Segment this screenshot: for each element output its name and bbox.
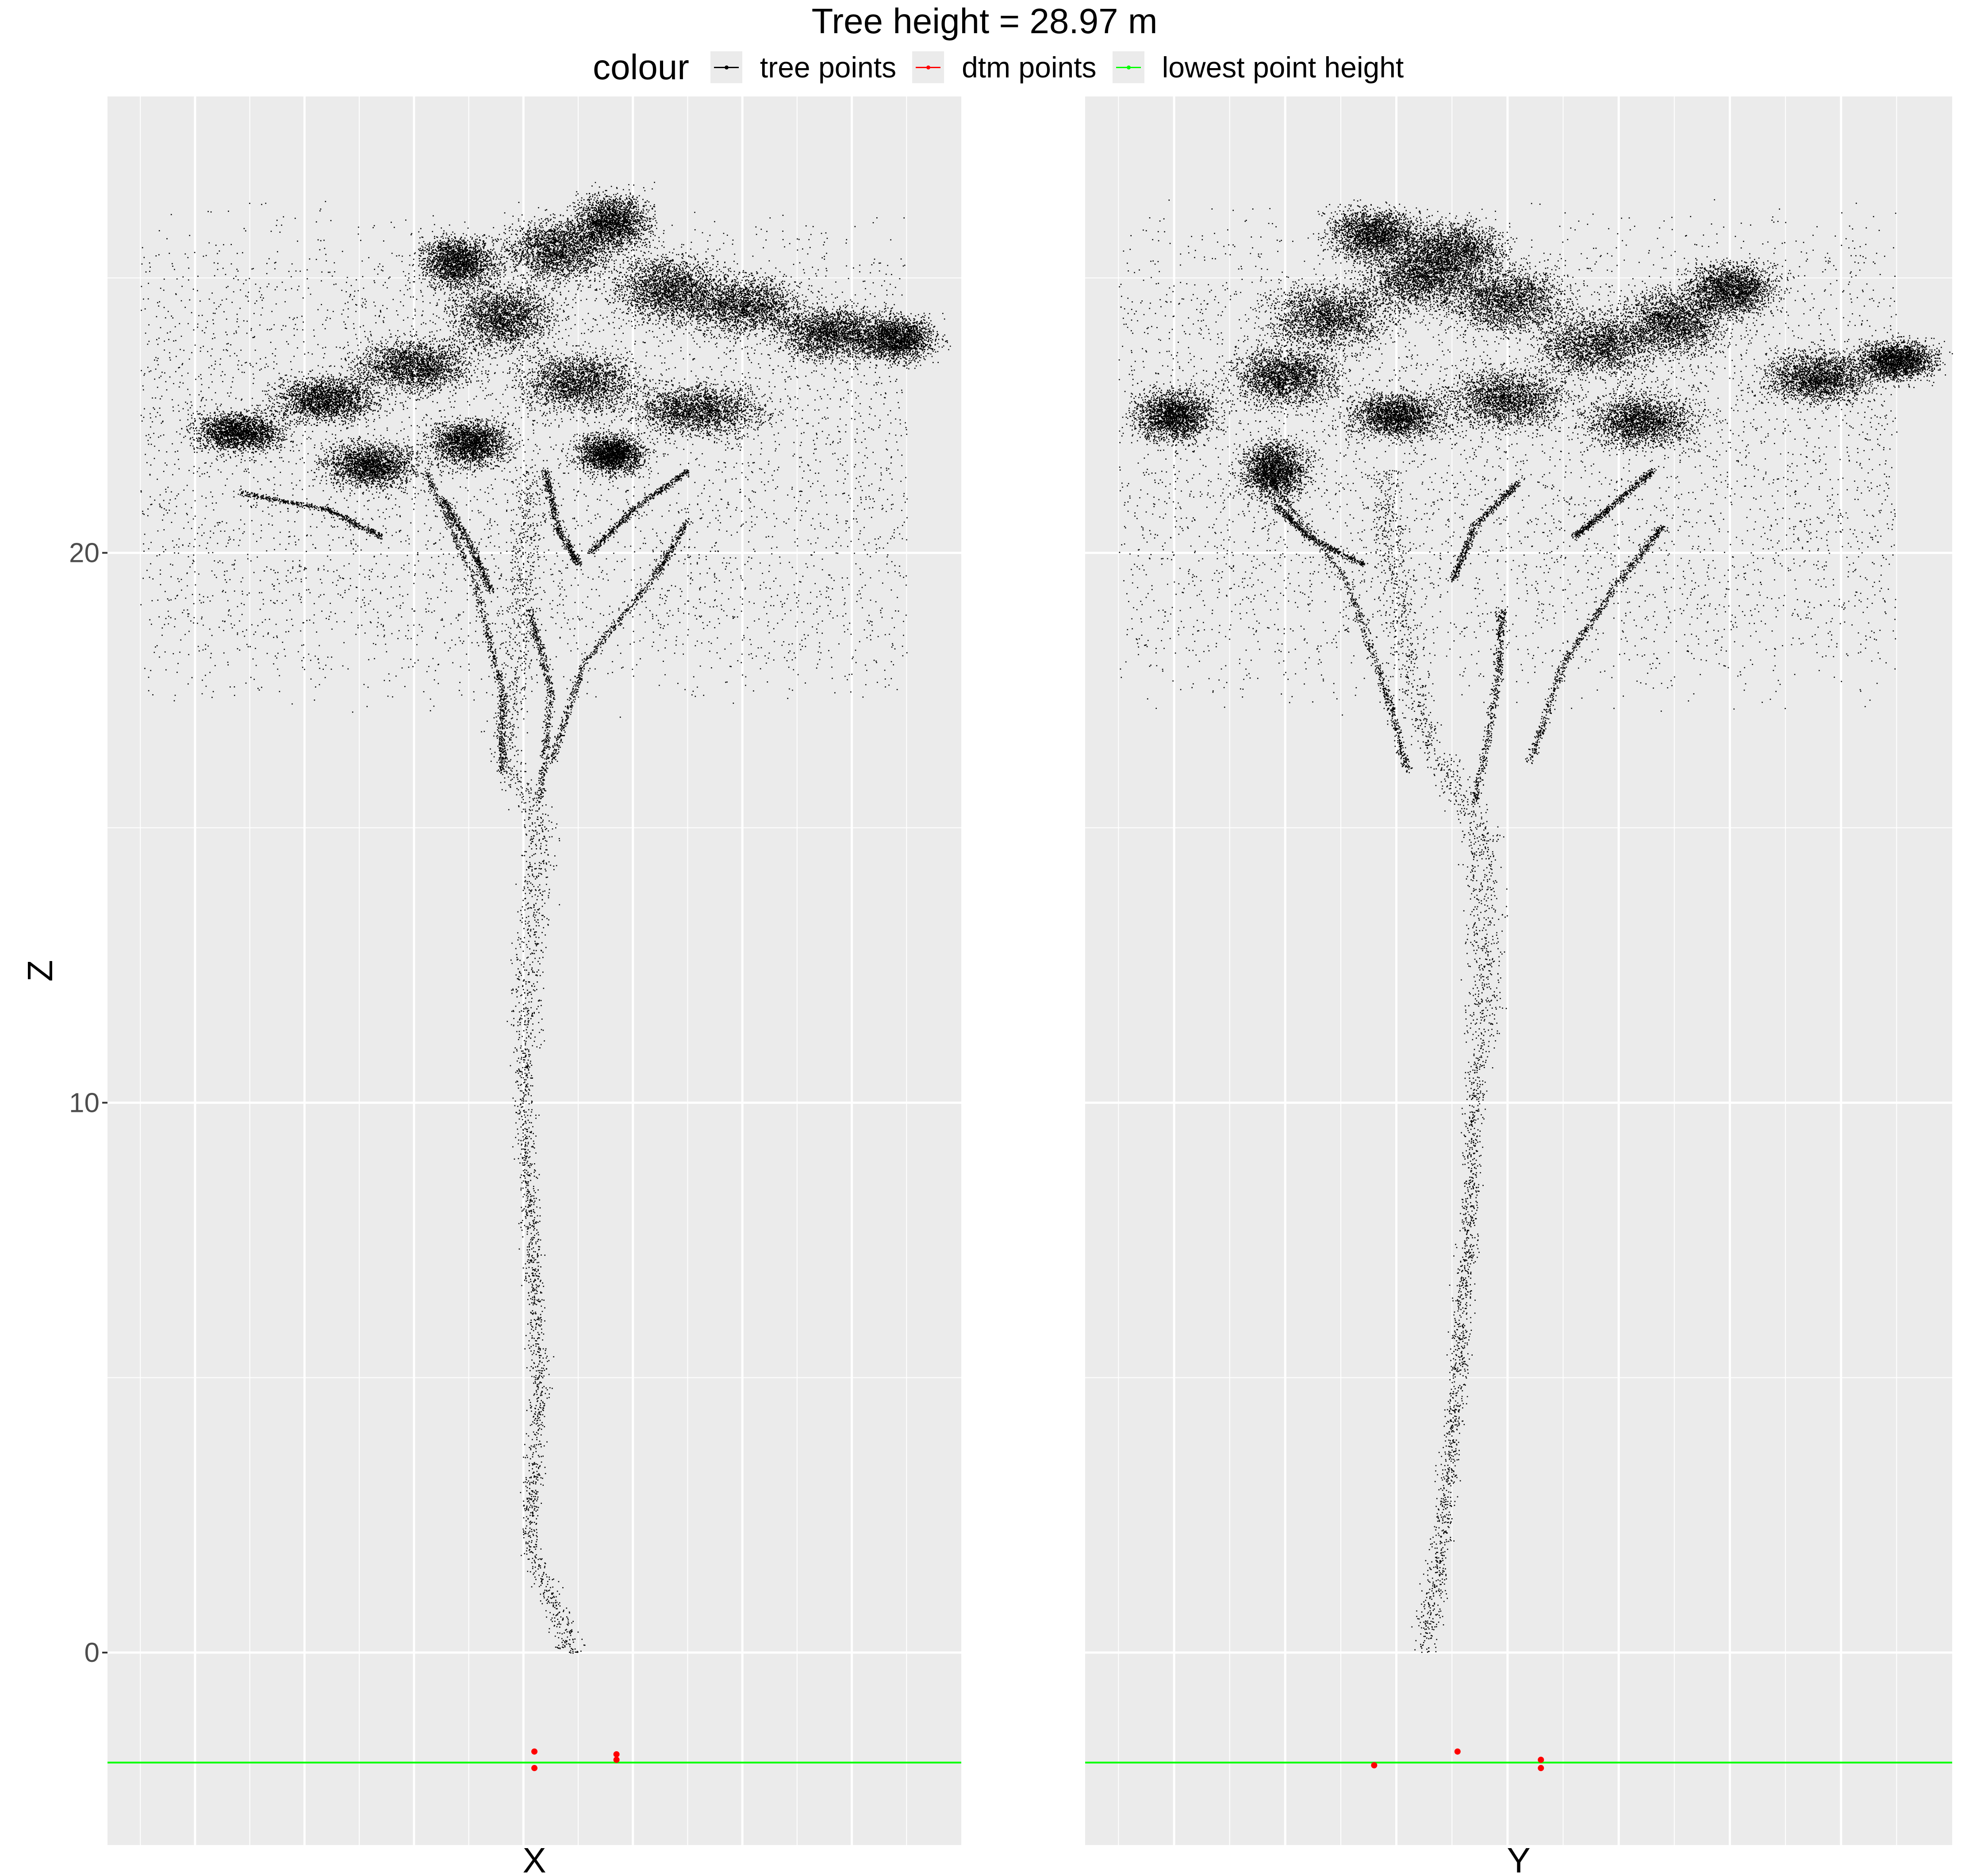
legend-item-lowest-point-height: lowest point height (1112, 50, 1404, 84)
legend-title: colour (593, 47, 689, 87)
panel-background (107, 96, 961, 1845)
dtm-point (613, 1757, 620, 1763)
y-tick-label: 20 (69, 538, 100, 568)
tree-points (140, 181, 951, 1654)
legend-item-dtm-points: dtm points (912, 50, 1097, 84)
y-axis-title: Z (20, 960, 60, 982)
y-tick-label: 10 (69, 1088, 100, 1118)
chart-title: Tree height = 28.97 m (811, 1, 1158, 41)
dtm-point (531, 1748, 537, 1755)
legend-key-dtm-points (912, 51, 944, 83)
dtm-point (1454, 1748, 1461, 1755)
dtm-point (1538, 1757, 1544, 1763)
x-axis-title: X (522, 1841, 546, 1876)
legend-key-tree-points (710, 51, 742, 83)
dtm-point (531, 1765, 537, 1772)
legend-item-tree-points: tree points (710, 50, 896, 84)
panel-y: Y (1085, 96, 1953, 1876)
x-axis-title: Y (1507, 1841, 1530, 1876)
dtm-point (613, 1751, 620, 1757)
panel-x: X 0 10 20 (69, 96, 961, 1876)
dtm-point (1538, 1765, 1544, 1772)
legend-label-lowest-point-height: lowest point height (1162, 51, 1404, 84)
legend-label-tree-points: tree points (760, 51, 897, 84)
legend-key-lowest-point-height (1112, 51, 1144, 83)
dtm-point (1371, 1762, 1378, 1768)
legend: colour tree points dtm points lowest poi… (593, 46, 1420, 88)
y-tick-label: 0 (84, 1638, 100, 1668)
legend-label-dtm-points: dtm points (962, 51, 1097, 84)
